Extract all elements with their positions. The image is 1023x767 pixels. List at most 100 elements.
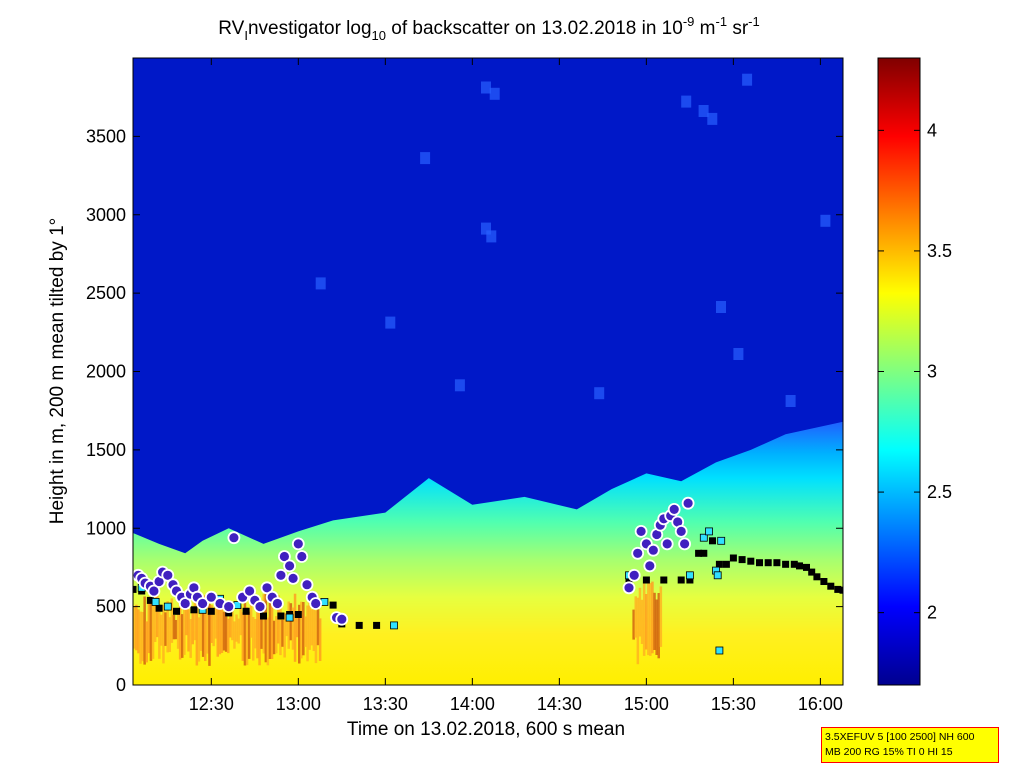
orange-streak xyxy=(306,605,309,662)
orange-streak xyxy=(185,593,188,636)
orange-streak xyxy=(657,593,660,659)
black-marker xyxy=(764,559,772,567)
orange-streak xyxy=(247,611,251,659)
orange-streak xyxy=(206,593,209,654)
orange-streak xyxy=(143,596,146,665)
y-tick-label: 1500 xyxy=(86,440,126,460)
orange-streak xyxy=(293,593,297,662)
cloud-marker xyxy=(291,537,305,551)
orange-streak xyxy=(304,616,307,647)
orange-streak xyxy=(166,601,169,653)
orange-streak xyxy=(224,612,228,652)
cloud-marker xyxy=(627,568,641,582)
x-tick-label: 14:00 xyxy=(450,694,495,714)
orange-streak xyxy=(254,619,257,649)
cloud-marker xyxy=(667,502,681,516)
x-axis-label: Time on 13.02.2018, 600 s mean xyxy=(347,719,625,740)
speckle xyxy=(385,316,396,329)
orange-streak xyxy=(164,612,167,646)
orange-streak xyxy=(655,599,658,655)
orange-streak xyxy=(174,620,178,640)
orange-streak xyxy=(279,599,282,656)
orange-streak xyxy=(172,615,176,640)
cloud-marker xyxy=(678,537,691,551)
black-marker xyxy=(790,560,798,568)
cloud-marker xyxy=(660,537,674,551)
orange-streak xyxy=(642,582,646,656)
orange-streak xyxy=(252,617,255,661)
orange-streak xyxy=(214,593,217,639)
orange-streak xyxy=(302,602,305,656)
black-marker xyxy=(190,606,198,614)
orange-streak xyxy=(285,613,288,637)
cyan-marker xyxy=(717,536,726,545)
cyan-marker xyxy=(163,602,172,611)
black-marker xyxy=(155,604,163,612)
orange-streak xyxy=(645,594,648,650)
orange-streak xyxy=(153,595,157,642)
speckle xyxy=(486,230,497,243)
black-marker xyxy=(729,554,737,562)
x-tick-label: 16:00 xyxy=(798,694,843,714)
orange-streak xyxy=(266,617,270,666)
black-marker xyxy=(625,576,633,584)
black-marker xyxy=(677,576,685,584)
black-marker xyxy=(133,585,137,593)
orange-streak xyxy=(195,593,199,666)
black-marker xyxy=(782,560,790,568)
orange-streak xyxy=(135,604,138,651)
cloud-marker xyxy=(646,543,660,557)
x-tick-label: 15:00 xyxy=(624,694,669,714)
orange-streak xyxy=(289,603,293,641)
orange-streak xyxy=(139,611,142,664)
orange-streak xyxy=(281,619,284,647)
orange-streak xyxy=(210,605,213,643)
orange-streak xyxy=(258,601,261,666)
orange-streak xyxy=(218,604,222,655)
orange-streak xyxy=(212,613,215,647)
orange-streak xyxy=(156,593,159,638)
plot-area xyxy=(133,58,843,685)
x-tick-label: 13:30 xyxy=(363,694,408,714)
heatmap-free-troposphere xyxy=(133,58,843,554)
black-marker xyxy=(242,607,250,615)
black-marker xyxy=(700,549,708,557)
orange-streak xyxy=(249,600,253,638)
orange-streak xyxy=(264,592,268,663)
orange-streak xyxy=(204,595,207,661)
orange-streak xyxy=(160,614,163,646)
speckle xyxy=(733,348,744,360)
y-axis: 0 500 1000 1500 2000 2500 3000 3500 xyxy=(86,126,843,695)
cyan-marker xyxy=(713,571,722,580)
cyan-marker xyxy=(715,646,724,655)
speckle xyxy=(785,395,796,407)
x-tick-label: 14:30 xyxy=(537,694,582,714)
black-marker xyxy=(747,557,755,565)
orange-streak xyxy=(178,602,182,660)
cloud-marker xyxy=(178,597,192,610)
orange-streak xyxy=(268,601,272,659)
cloud-marker xyxy=(295,550,309,563)
orange-streak xyxy=(229,615,232,638)
orange-streak xyxy=(636,597,640,665)
speckle xyxy=(716,301,726,313)
cloud-marker xyxy=(270,597,284,610)
speckle xyxy=(698,105,709,117)
cyan-marker xyxy=(390,621,398,630)
orange-streak xyxy=(197,617,201,662)
orange-streak xyxy=(141,612,144,662)
cloud-marker xyxy=(309,597,323,610)
y-tick-label: 2000 xyxy=(86,362,126,382)
black-marker xyxy=(839,586,843,594)
black-marker xyxy=(373,621,381,629)
orange-streak xyxy=(137,609,140,654)
colorbar-tick-label: 4 xyxy=(927,120,937,140)
speckle xyxy=(454,379,465,392)
black-marker xyxy=(260,612,267,620)
orange-streak xyxy=(291,607,295,650)
colorbar-tick-label: 2.5 xyxy=(927,482,952,502)
orange-streak xyxy=(310,609,313,646)
speckle xyxy=(820,214,831,227)
y-tick-label: 1000 xyxy=(86,518,126,538)
